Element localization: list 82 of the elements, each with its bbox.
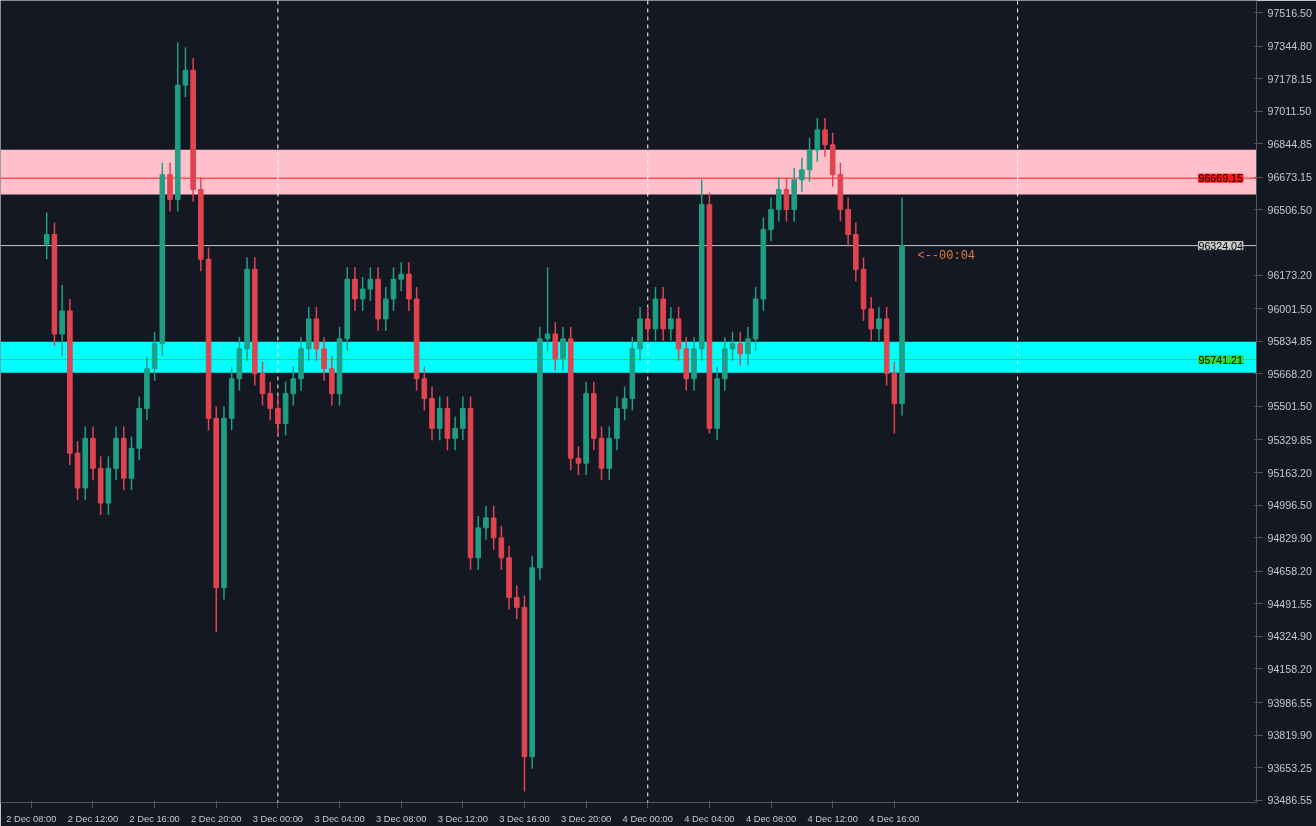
candlestick (768, 196, 774, 243)
candlestick (59, 284, 65, 357)
candlestick (868, 296, 875, 342)
x-tick-label: 2 Dec 08:00 (6, 813, 57, 824)
candlestick (398, 261, 404, 292)
candlestick (452, 415, 458, 452)
candlestick (367, 266, 374, 302)
candlestick (275, 395, 281, 437)
candlestick (745, 326, 751, 367)
y-tick-label: 94324.90 (1267, 630, 1313, 643)
candlestick (799, 157, 805, 193)
candlestick (668, 306, 674, 342)
candlestick (352, 266, 358, 312)
candlestick (390, 266, 397, 312)
x-tick-label: 3 Dec 00:00 (252, 813, 304, 824)
x-tick-label: 4 Dec 08:00 (745, 813, 797, 824)
annotation: <--00:04 (917, 248, 976, 263)
y-tick-label: 97011.50 (1267, 105, 1312, 118)
y-tick-label: 95163.20 (1267, 466, 1313, 479)
candlestick (644, 306, 651, 342)
candlestick (43, 211, 50, 261)
candlestick (806, 137, 813, 183)
candlestick (783, 176, 790, 223)
y-tick-label: 95329.85 (1267, 433, 1313, 446)
y-tick-label: 94491.55 (1267, 597, 1313, 610)
y-tick-label: 94996.50 (1267, 499, 1313, 512)
y-tick-label: 94658.20 (1267, 565, 1313, 578)
y-tick-label: 94829.90 (1267, 531, 1313, 544)
candlestick (513, 584, 520, 621)
y-tick-label: 95834.85 (1267, 335, 1313, 348)
ref-line-label: 96669.15 (1198, 172, 1244, 185)
y-tick-label: 94158.20 (1267, 662, 1313, 675)
ref-line-label: 96324.04 (1198, 239, 1244, 252)
candlestick (483, 505, 489, 541)
candlestick (498, 525, 505, 571)
candlestick (359, 276, 366, 312)
candlestick (575, 445, 582, 476)
candlestick (460, 395, 466, 442)
candlestick (436, 395, 443, 442)
candlestick (737, 331, 744, 367)
x-tick-label: 4 Dec 12:00 (807, 813, 858, 824)
candlestick (290, 366, 297, 407)
candlestick (490, 505, 497, 551)
x-tick-label: 3 Dec 04:00 (314, 813, 365, 824)
x-tick-label: 3 Dec 12:00 (437, 813, 488, 824)
candlestick (421, 366, 428, 412)
x-tick-label: 2 Dec 16:00 (129, 813, 180, 824)
y-tick-label: 96173.20 (1267, 269, 1313, 282)
candlestick (775, 176, 782, 223)
x-tick-label: 2 Dec 20:00 (191, 813, 242, 824)
y-tick-label: 96844.85 (1267, 137, 1313, 150)
y-tick-label: 97516.50 (1267, 6, 1313, 19)
candlestick (560, 326, 566, 372)
candlestick (876, 306, 882, 342)
ref-line-label: 95741.21 (1198, 353, 1244, 366)
y-tick-label: 97344.80 (1267, 40, 1313, 53)
candlestick (814, 117, 821, 163)
candlestick (259, 360, 266, 407)
x-tick-label: 2 Dec 12:00 (67, 813, 119, 824)
candlestick (822, 117, 828, 158)
y-tick-label: 96001.50 (1267, 302, 1313, 315)
candlestick (382, 286, 389, 332)
candlestick (729, 331, 736, 362)
candlestick (544, 266, 551, 352)
y-tick-label: 97178.15 (1267, 72, 1313, 85)
x-tick-label: 4 Dec 00:00 (622, 813, 673, 824)
x-tick-label: 4 Dec 16:00 (869, 813, 920, 824)
x-tick-label: 3 Dec 20:00 (560, 813, 612, 824)
x-tick-label: 3 Dec 16:00 (499, 813, 550, 824)
x-tick-label: 3 Dec 08:00 (376, 813, 427, 824)
y-tick-label: 93819.90 (1267, 729, 1313, 742)
y-tick-label: 93986.55 (1267, 696, 1313, 709)
y-tick-label: 95668.20 (1267, 367, 1313, 380)
y-tick-label: 93653.25 (1267, 761, 1313, 774)
candlestick (267, 380, 273, 422)
y-tick-label: 93486.55 (1267, 794, 1313, 807)
y-tick-label: 95501.50 (1267, 400, 1313, 413)
x-tick-label: 4 Dec 04:00 (684, 813, 735, 824)
candlestick (321, 336, 327, 382)
y-tick-label: 96673.15 (1267, 171, 1313, 184)
candlestick (182, 46, 189, 98)
y-tick-label: 96506.50 (1267, 203, 1313, 216)
